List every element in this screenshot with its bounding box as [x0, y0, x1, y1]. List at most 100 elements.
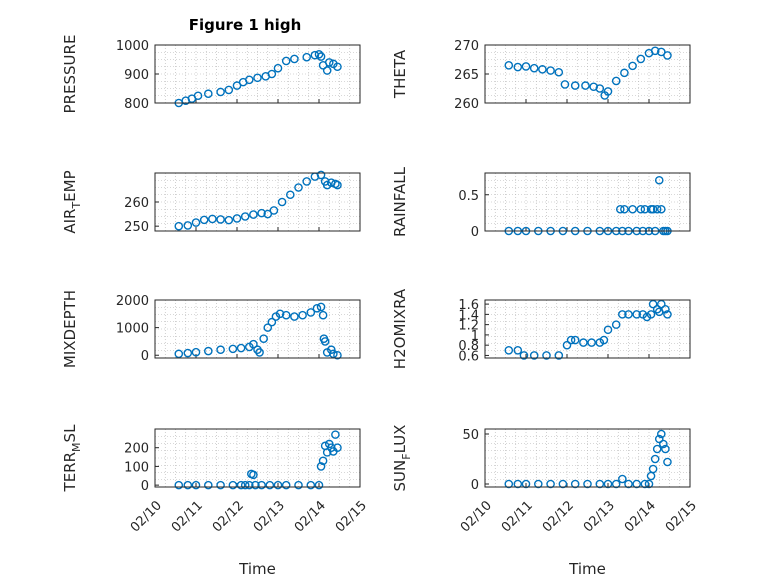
axes-frame — [154, 299, 361, 359]
series-markers — [174, 49, 342, 108]
data-point — [322, 66, 332, 75]
data-point — [232, 214, 242, 223]
data-point — [632, 310, 642, 319]
data-point — [306, 308, 316, 317]
data-point — [624, 310, 633, 319]
data-point — [657, 299, 666, 309]
data-point — [652, 204, 662, 214]
data-point — [203, 346, 213, 356]
data-point — [560, 80, 570, 89]
data-point — [611, 479, 621, 489]
data-point — [652, 304, 662, 314]
data-point — [632, 479, 642, 489]
data-point — [263, 209, 273, 219]
data-point — [648, 299, 658, 309]
data-point — [224, 85, 234, 95]
y-tick-label: 1.4 — [458, 308, 479, 323]
y-tick-label: 260 — [124, 196, 149, 211]
data-point — [603, 479, 613, 489]
data-point — [562, 340, 572, 350]
y-axis-label: MIXDEPTH — [61, 290, 79, 368]
data-point — [257, 480, 266, 490]
data-point — [587, 338, 596, 347]
data-point — [542, 351, 551, 360]
data-point — [275, 309, 285, 319]
subplot-mixdepth: 0 1000 2000 MIXDEPTH — [61, 290, 361, 368]
y-tick-label: 1.6 — [458, 298, 479, 313]
data-point — [314, 480, 324, 490]
data-point — [603, 87, 613, 96]
data-point — [618, 310, 627, 319]
data-point — [646, 310, 656, 319]
y-tick-label: 0 — [471, 225, 479, 240]
x-axis-label: Time — [568, 560, 606, 578]
data-point — [661, 304, 670, 314]
data-point — [566, 335, 576, 345]
data-point — [628, 61, 637, 71]
data-point — [318, 456, 328, 466]
data-point — [326, 345, 336, 355]
data-point — [236, 343, 246, 353]
data-point — [644, 479, 654, 489]
data-point — [657, 47, 666, 57]
data-point — [331, 430, 340, 439]
y-tick-label: 100 — [124, 460, 149, 475]
data-point — [244, 75, 254, 85]
data-point — [659, 439, 668, 449]
series-markers — [174, 170, 342, 231]
data-point — [534, 479, 543, 489]
data-point — [513, 346, 523, 355]
data-point — [290, 312, 299, 321]
minor-grid — [484, 173, 691, 231]
data-point — [504, 61, 514, 70]
series-markers — [174, 430, 342, 490]
data-point — [521, 62, 531, 71]
data-point — [661, 444, 670, 454]
data-point — [277, 197, 287, 207]
data-point — [249, 210, 258, 219]
axes-frame — [154, 172, 361, 232]
data-point — [546, 66, 555, 75]
data-point — [314, 49, 324, 59]
axes-frame — [484, 299, 691, 359]
data-point — [333, 62, 342, 72]
minor-grid — [154, 429, 361, 487]
data-point — [316, 170, 326, 180]
y-tick-label: 0.6 — [458, 349, 479, 364]
data-point — [191, 480, 201, 490]
data-point — [281, 310, 291, 320]
data-point — [652, 444, 662, 454]
data-point — [648, 464, 658, 474]
data-point — [255, 348, 264, 357]
y-tick-label: 250 — [124, 220, 149, 235]
series-markers — [504, 299, 672, 360]
subplot-h2omixra: 0.60.811.21.41.6 H2OMIXRA — [391, 288, 691, 369]
data-point — [228, 344, 238, 354]
data-point — [519, 351, 529, 360]
data-point — [273, 63, 283, 73]
data-point — [648, 204, 658, 214]
data-point — [320, 337, 330, 346]
data-point — [640, 204, 650, 214]
axes-frame — [484, 428, 691, 488]
data-point — [538, 65, 547, 74]
data-point — [265, 480, 275, 490]
data-point — [318, 310, 328, 320]
data-point — [310, 50, 320, 60]
data-point — [504, 479, 514, 489]
data-point — [174, 221, 184, 231]
data-point — [558, 479, 568, 489]
data-point — [624, 479, 633, 489]
data-point — [216, 215, 225, 224]
data-point — [603, 325, 613, 335]
data-point — [249, 470, 258, 480]
y-axis-label: SUNFLUX — [391, 425, 413, 492]
y-tick-label: 0.5 — [458, 189, 479, 204]
data-point — [191, 218, 201, 227]
y-axis-label: RAINFALL — [391, 166, 409, 237]
subplot-pressure: 800 900 1000 PRESSURE — [61, 35, 361, 113]
data-point — [306, 480, 316, 490]
axes-frame — [484, 172, 691, 232]
